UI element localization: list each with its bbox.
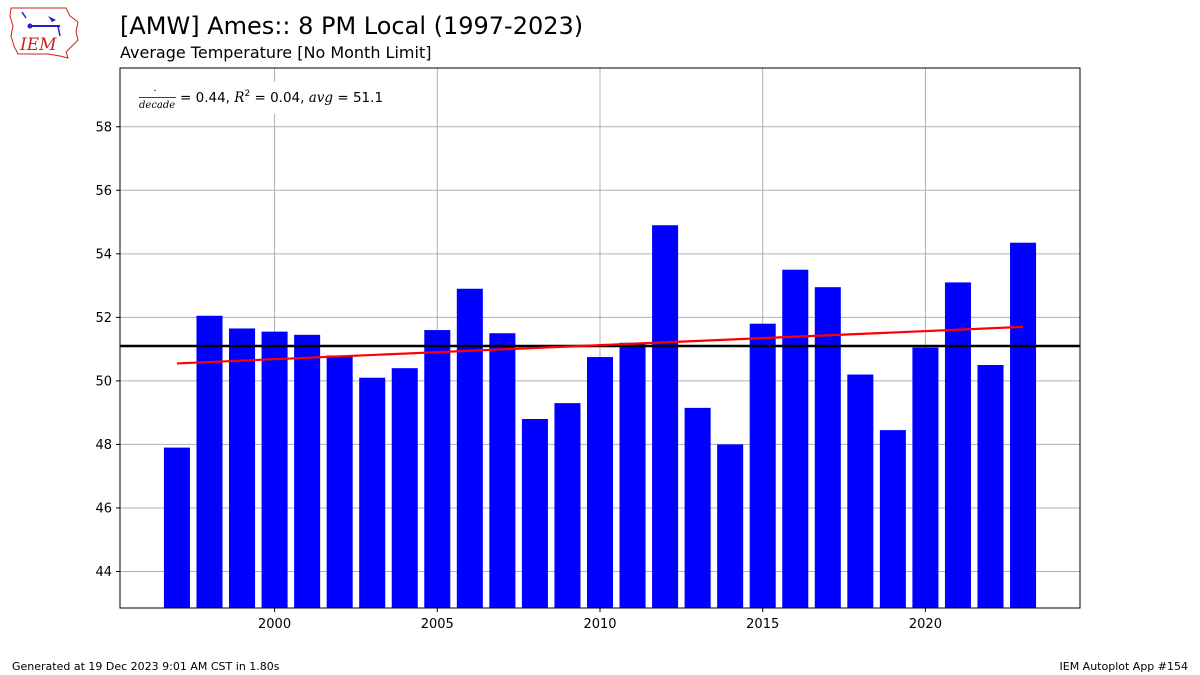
bar-1998 [196, 315, 223, 608]
annotation-slope: 0.44 [196, 90, 226, 106]
bar-2001 [294, 334, 321, 608]
app-label: IEM Autoplot App #154 [1059, 660, 1189, 673]
bar-2010 [586, 357, 614, 608]
y-tick-label: 44 [95, 565, 112, 580]
bar-2007 [489, 333, 516, 608]
bar-2015 [749, 323, 776, 608]
annotation-background [135, 82, 385, 114]
trend-line [176, 325, 1024, 365]
x-tick-label: 2010 [583, 617, 616, 632]
x-tick-label: 2005 [421, 617, 454, 632]
annotation-numerator: · [153, 86, 156, 97]
bar-2008 [521, 419, 548, 608]
bar-2004 [391, 368, 418, 608]
plot-frame [119, 67, 1081, 609]
chart-title: [AMW] Ames:: 8 PM Local (1997-2023) [120, 12, 584, 40]
bar-2023 [1010, 242, 1037, 609]
bar-2000 [261, 331, 288, 608]
bar-1997 [163, 447, 190, 608]
bar-2016 [782, 269, 809, 608]
y-tick-label: 56 [95, 184, 112, 199]
x-tick-label: 2020 [909, 617, 942, 632]
bar-2013 [684, 407, 711, 608]
x-tick-label: 2000 [258, 617, 291, 632]
y-tick-label: 46 [95, 501, 112, 516]
bar-2019 [879, 430, 906, 608]
bar-2009 [554, 403, 581, 608]
y-tick-label: 48 [95, 438, 112, 453]
bar-1999 [229, 328, 256, 608]
y-tick-label: 54 [95, 247, 112, 262]
iem-logo: IEM [8, 6, 80, 60]
annotation-denominator: decade [139, 100, 175, 111]
bar-2018 [847, 374, 874, 608]
bar-series [163, 225, 1037, 609]
chart-subtitle: Average Temperature [No Month Limit] [120, 43, 432, 62]
bar-2022 [977, 365, 1004, 608]
annotation-avg: 51.1 [353, 90, 383, 106]
annotation-r2: 0.04 [270, 90, 300, 106]
bar-2002 [326, 355, 353, 608]
reference-lines [120, 325, 1080, 365]
x-tick-label: 2015 [746, 617, 779, 632]
generated-timestamp: Generated at 19 Dec 2023 9:01 AM CST in … [12, 660, 280, 673]
bar-2014 [717, 444, 744, 608]
bar-2005 [424, 330, 451, 608]
y-tick-label: 50 [95, 374, 112, 389]
bar-2020 [912, 347, 939, 608]
bar-2003 [359, 377, 386, 608]
annotation-stats: = 0.44, R2 = 0.04, avg = 51.1 [180, 89, 383, 106]
y-tick-label: 58 [95, 120, 112, 135]
bar-2006 [456, 288, 483, 608]
bar-2021 [944, 282, 971, 608]
bar-2017 [814, 287, 841, 608]
trend-annotation: · decade = 0.44, R2 = 0.04, avg = 51.1 [135, 82, 385, 114]
bar-2012 [652, 225, 679, 608]
y-tick-label: 52 [95, 311, 112, 326]
axis-ticks: 44 46 48 50 52 54 56 58 2000 2005 2010 2015 2020 [95, 120, 942, 632]
bar-2011 [619, 342, 646, 608]
logo-text: IEM [19, 35, 57, 55]
